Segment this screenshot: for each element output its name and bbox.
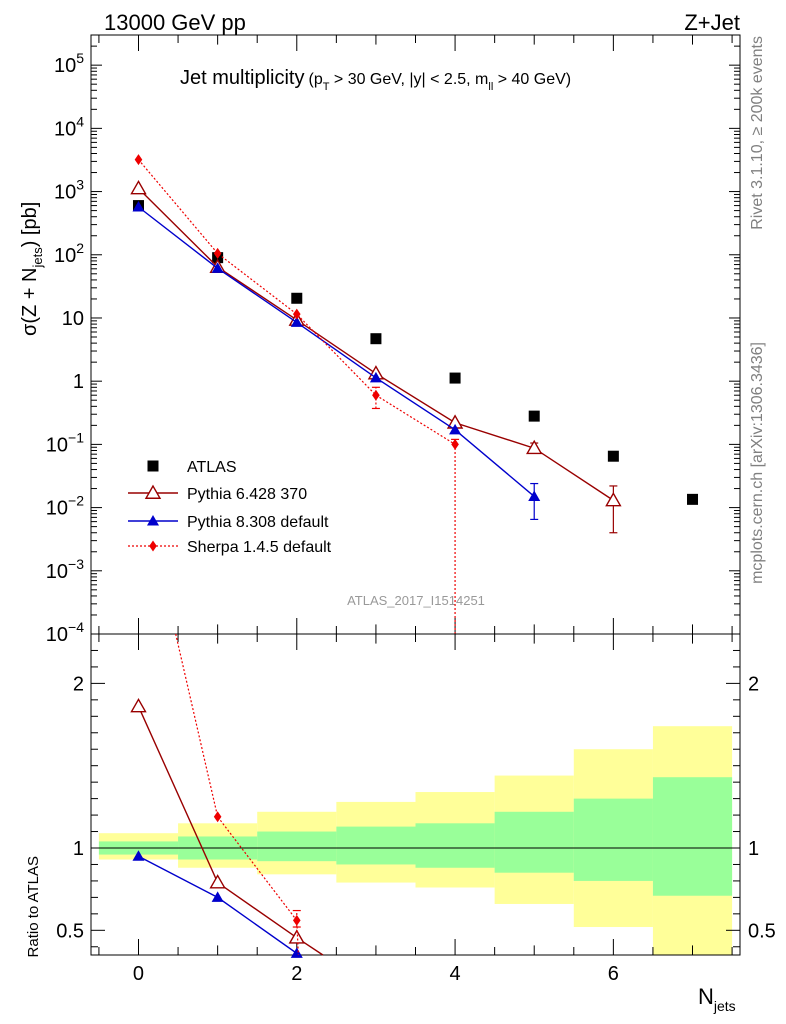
- ratio-point-pythia6: [130, 698, 147, 713]
- x-tick-label: 6: [608, 963, 619, 985]
- data-point-pythia6: [130, 180, 147, 195]
- ratio-point-pythia6: [209, 874, 226, 889]
- y-tick-label: 10: [62, 308, 84, 330]
- ratio-y-tick-label-right: 1: [748, 838, 759, 860]
- ratio-y-tick-label-right: 0.5: [748, 920, 776, 942]
- ratio-band-inner: [336, 826, 416, 865]
- series-line-pythia8: [138, 206, 535, 497]
- series-line-pythia6: [137, 187, 614, 501]
- legend-label-pythia8: Pythia 8.308 default: [187, 514, 329, 531]
- y-tick-label: 102: [54, 240, 84, 267]
- ratio-band-inner: [257, 831, 337, 862]
- data-point-atlas: [687, 493, 699, 505]
- mcplots-label: mcplots.cern.ch [arXiv:1306.3436]: [749, 342, 766, 584]
- y-tick-label: 103: [54, 177, 84, 204]
- legend-marker-pythia8: [147, 515, 159, 526]
- data-point-sherpa: [372, 389, 380, 401]
- legend-label-sherpa: Sherpa 1.4.5 default: [187, 539, 332, 556]
- ratio-point-pythia8: [290, 947, 303, 958]
- data-point-pythia8: [132, 200, 145, 212]
- data-point-sherpa: [134, 154, 143, 166]
- data-point-atlas: [528, 410, 540, 422]
- ratio-line-pythia6: [137, 706, 324, 956]
- legend-marker-atlas: [147, 460, 159, 472]
- plot-title: Jet multiplicity (pT > 30 GeV, |y| < 2.5,…: [180, 67, 571, 93]
- ratio-line-sherpa: [175, 633, 299, 956]
- legend-marker-pythia6: [144, 484, 162, 499]
- ratio-plot: 0.5 0.5 1 1 2 2 0 2 4 6: [56, 633, 776, 985]
- y-tick-label: 10−1: [46, 429, 84, 456]
- data-point-pythia8: [290, 316, 303, 327]
- data-point-pythia6: [526, 439, 543, 455]
- ratio-point-sherpa: [213, 811, 222, 823]
- data-point-sherpa: [292, 308, 301, 320]
- energy-label: 13000 GeV pp: [104, 10, 246, 35]
- data-point-atlas: [449, 372, 461, 384]
- y-tick-label: 10−3: [46, 556, 84, 583]
- data-point-sherpa: [451, 438, 459, 450]
- analysis-label: ATLAS_2017_I1514251: [347, 593, 485, 608]
- y-tick-label: 104: [54, 113, 84, 140]
- ratio-y-tick-label-left: 2: [73, 673, 84, 695]
- ratio-y-tick-label-left: 0.5: [56, 920, 84, 942]
- rivet-label: Rivet 3.1.10, ≥ 200k events: [749, 36, 766, 230]
- data-point-atlas: [291, 292, 303, 304]
- data-point-pythia8: [528, 490, 541, 501]
- ratio-point-pythia8: [132, 850, 145, 861]
- y-tick-label: 105: [54, 50, 84, 77]
- ratio-point-pythia8: [211, 891, 224, 902]
- legend-marker-sherpa: [149, 540, 157, 552]
- y-tick-label: 10−4: [46, 619, 84, 646]
- y-tick-label: 1: [73, 371, 84, 393]
- ratio-band-inner: [652, 777, 733, 896]
- x-tick-label: 2: [291, 963, 302, 985]
- x-tick-label: 4: [450, 963, 461, 985]
- ratio-band-inner: [573, 798, 653, 881]
- x-tick-label: 0: [133, 963, 144, 985]
- ratio-y-tick-label-right: 2: [748, 673, 759, 695]
- data-point-pythia8: [211, 262, 224, 273]
- data-point-pythia6: [605, 491, 622, 507]
- y-tick-label: 10−2: [46, 493, 84, 520]
- x-axis-label: Njets: [698, 984, 736, 1014]
- ratio-band-inner: [415, 823, 495, 868]
- ratio-y-axis-label: Ratio to ATLAS: [25, 856, 42, 957]
- y-axis-label: σ(Z + Njets) [pb]: [19, 202, 45, 336]
- legend: ATLAS Pythia 6.428 370 Pythia 8.308 defaul…: [128, 459, 332, 556]
- ratio-y-tick-label-left: 1: [73, 838, 84, 860]
- data-point-sherpa: [213, 247, 222, 259]
- data-point-pythia8: [449, 423, 462, 435]
- legend-label-pythia6: Pythia 6.428 370: [187, 486, 307, 503]
- ratio-point-pythia6: [288, 929, 305, 944]
- legend-label-atlas: ATLAS: [187, 459, 237, 476]
- data-point-atlas: [607, 450, 619, 462]
- data-point-atlas: [370, 333, 382, 345]
- ratio-point-sherpa: [292, 914, 301, 926]
- process-label: Z+Jet: [684, 10, 740, 35]
- data-point-pythia8: [369, 371, 382, 383]
- ratio-band-inner: [494, 811, 574, 873]
- series-line-sherpa: [138, 159, 456, 445]
